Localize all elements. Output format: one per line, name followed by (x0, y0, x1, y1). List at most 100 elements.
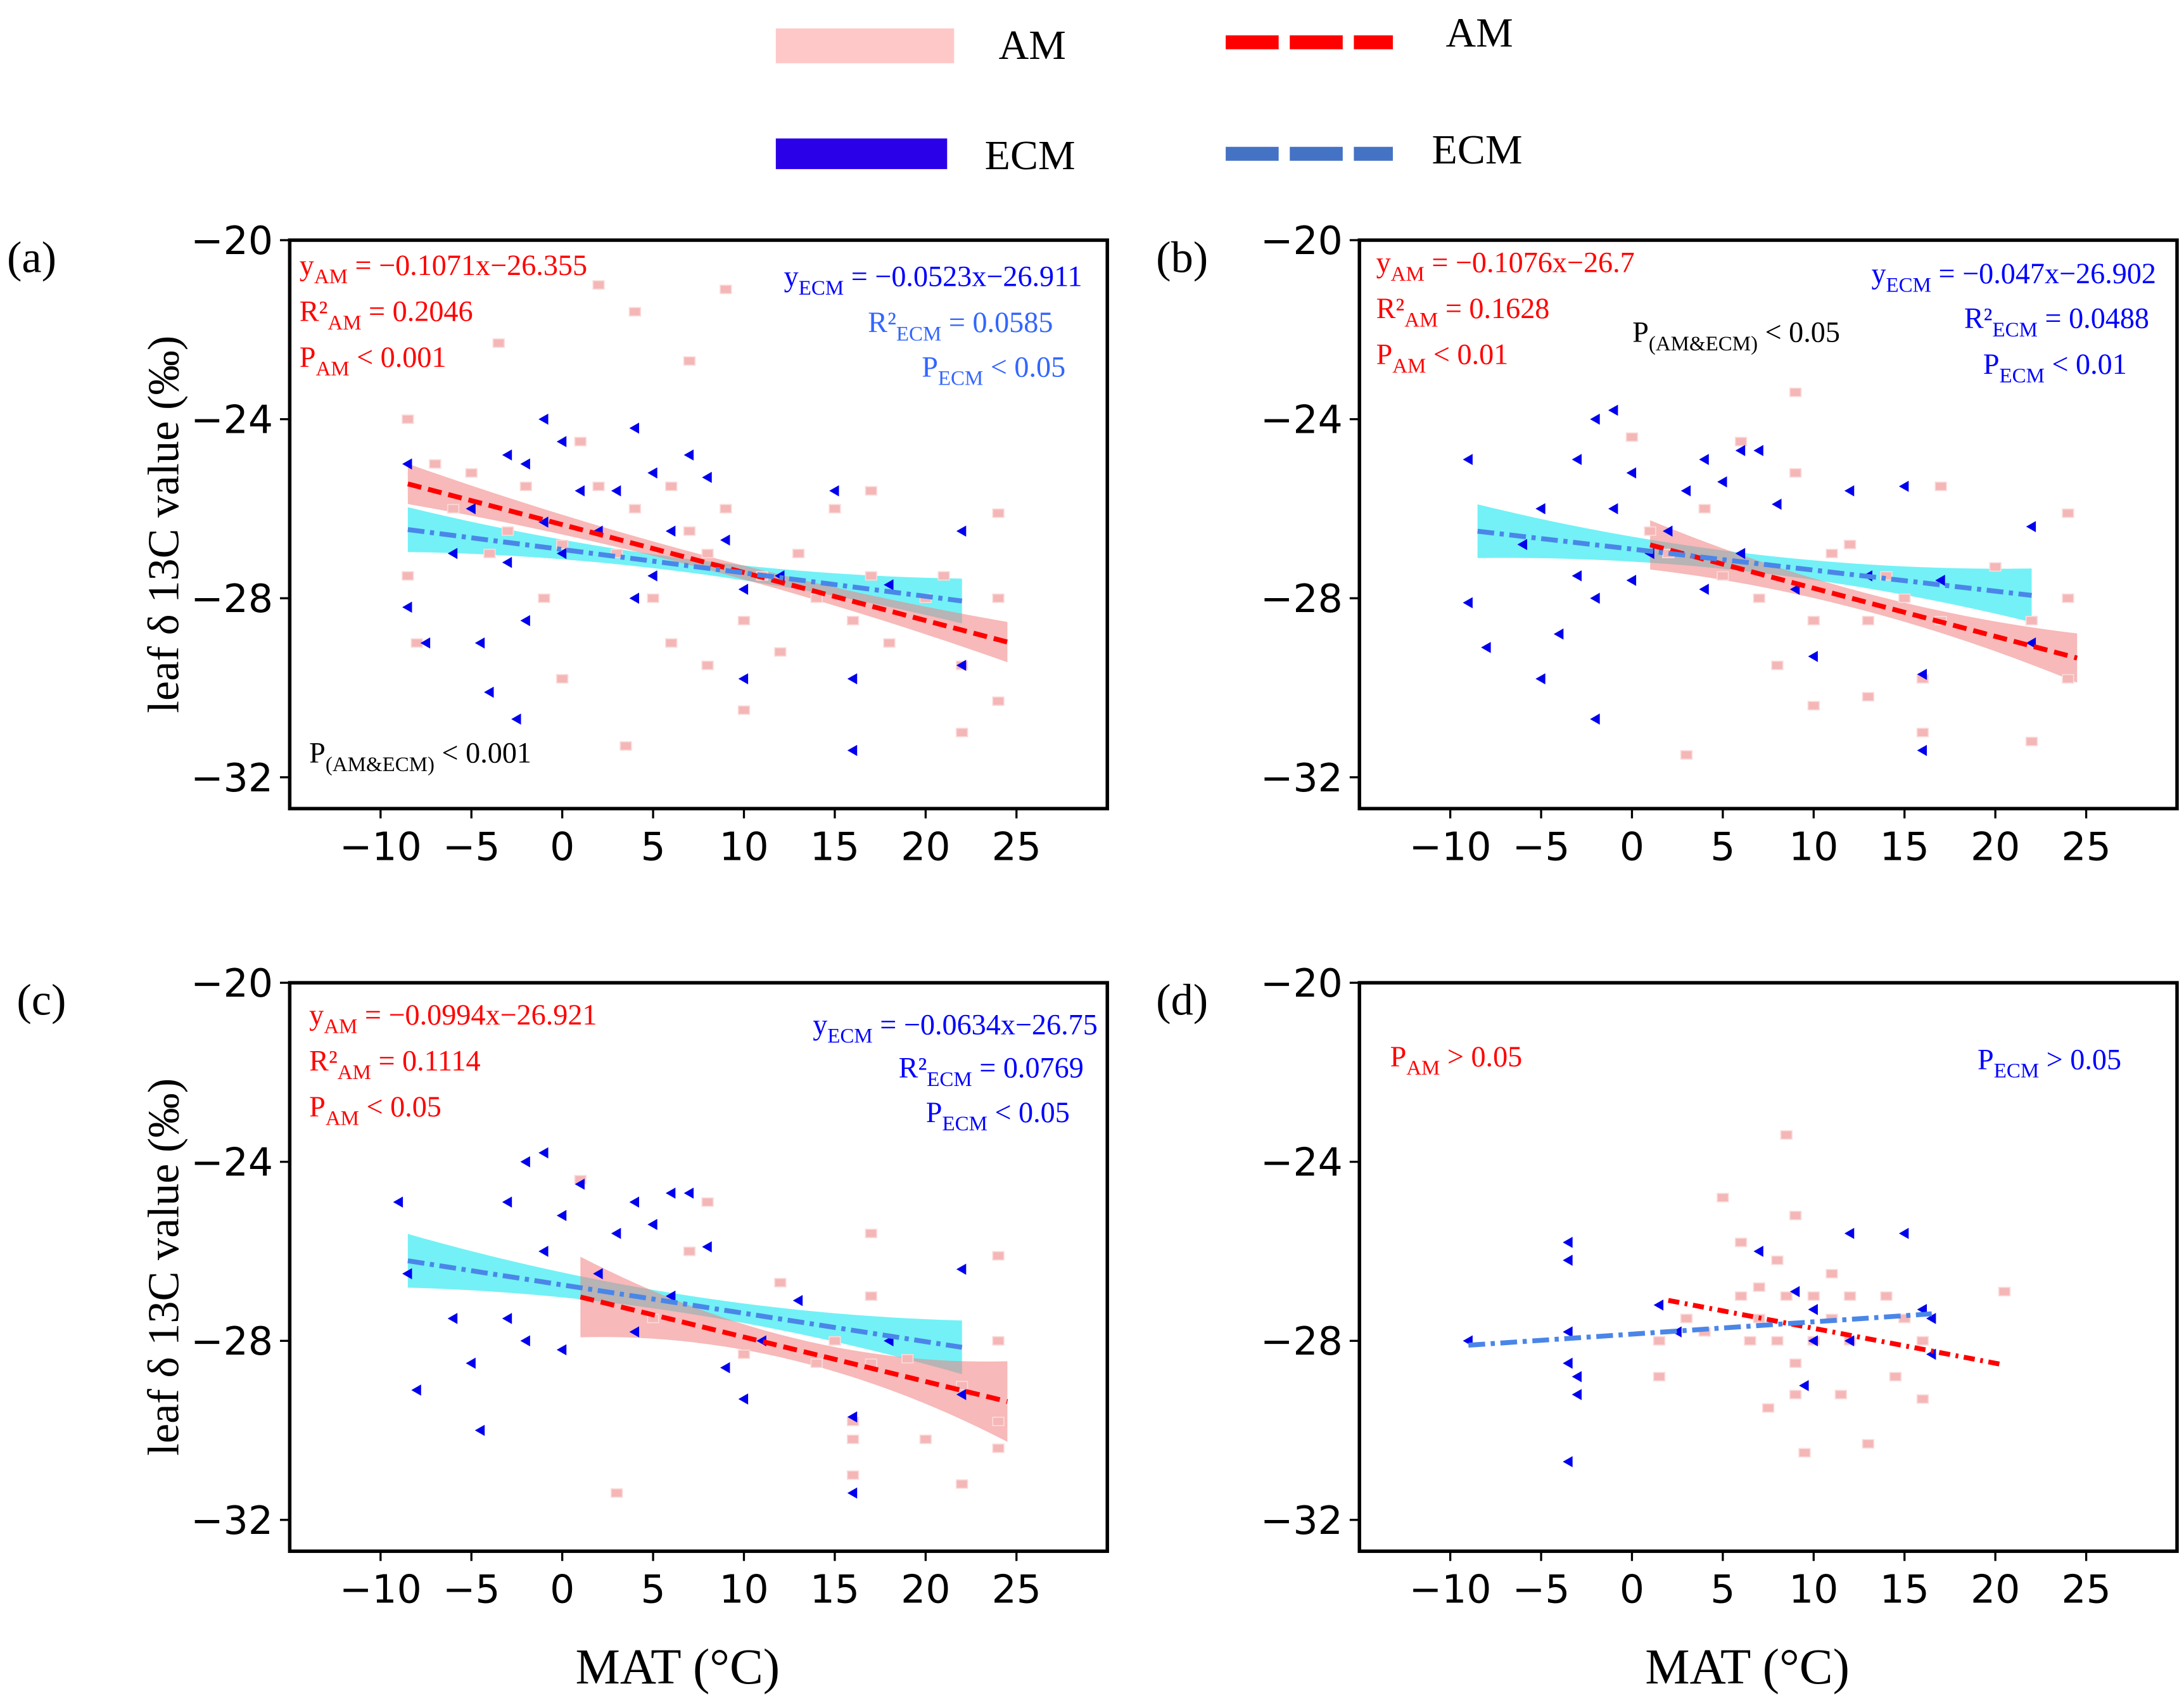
ecm-data-point (1717, 476, 1727, 488)
y-tick-label: −32 (191, 755, 273, 801)
annotation-symbol: y (300, 249, 314, 281)
annotation-value: < 0.01 (2045, 348, 2127, 380)
ecm-data-point (520, 1156, 530, 1168)
x-tick-label: 20 (1971, 824, 2020, 870)
am-data-point (1771, 1255, 1784, 1265)
annotation-p-ecm: PECM < 0.01 (1983, 348, 2127, 387)
am-data-point (992, 1336, 1005, 1346)
am-data-point (901, 1354, 914, 1363)
am-data-point (1680, 1313, 1693, 1324)
am-data-point (1916, 727, 1929, 738)
ecm-data-point (1563, 1326, 1573, 1338)
ecm-data-point (1917, 744, 1927, 757)
am-data-point (619, 741, 632, 751)
x-tick-label: 10 (1789, 824, 1838, 870)
y-tick-label: −20 (191, 961, 273, 1006)
annotation-value: = −0.047x−26.902 (1931, 257, 2156, 290)
ecm-data-point (474, 637, 485, 649)
y-tick-label: −24 (191, 1140, 273, 1185)
annotation-value: < 0.05 (359, 1090, 441, 1123)
am-data-point (402, 571, 414, 581)
ecm-data-point (1680, 485, 1691, 497)
legend-am-band-swatch (775, 28, 955, 63)
x-tick-label: 20 (901, 1567, 950, 1612)
annotation-p-amecm: P(AM&ECM) < 0.05 (1632, 316, 1840, 355)
am-data-point (1653, 1372, 1666, 1382)
x-axis-label: MAT (°C) (575, 1639, 780, 1695)
ecm-data-point (665, 1187, 676, 1199)
y-axis-label: leaf δ 13C value (‰) (139, 1078, 188, 1456)
annotation-symbol: P (1376, 338, 1393, 371)
ecm-data-point (1653, 1299, 1664, 1311)
am-data-point (1934, 482, 1947, 492)
ecm-data-point (1808, 1335, 1818, 1347)
am-data-point (1771, 660, 1784, 670)
ecm-data-point (1535, 673, 1546, 685)
x-tick-label: 20 (1971, 1567, 2020, 1612)
ecm-data-point (2026, 637, 2036, 649)
annotation-subscript: ECM (1886, 274, 1931, 297)
annotation-symbol: y (784, 260, 799, 293)
plot-frame (288, 238, 1109, 810)
am-data-point (447, 504, 460, 514)
annotation-symbol: P (1983, 348, 2000, 380)
ecm-data-point (956, 660, 967, 671)
annotation-y-am: yAM = −0.1076x−26.7 (1376, 246, 1635, 286)
am-data-point (737, 616, 751, 626)
annotation-symbol: R² (868, 306, 896, 338)
am-data-point (865, 571, 877, 581)
am-data-point (465, 468, 478, 478)
ecm-data-point (884, 579, 894, 591)
annotation-symbol: R² (1376, 292, 1405, 324)
annotation-y-am: yAM = −0.0994x−26.921 (309, 999, 597, 1038)
am-data-point (992, 696, 1005, 706)
ecm-data-point (502, 556, 512, 568)
ecm-data-point (647, 1218, 657, 1230)
annotation-r2-am: R²AM = 0.1114 (309, 1045, 480, 1084)
annotation-symbol: y (1376, 246, 1391, 279)
ecm-regression-line (407, 527, 963, 604)
am-data-point (865, 1229, 877, 1239)
am-data-point (574, 437, 587, 447)
ecm-data-point (1563, 1255, 1573, 1266)
annotation-symbol: R² (300, 295, 328, 328)
am-regression-line (1649, 542, 2078, 661)
ecm-data-point (538, 516, 549, 528)
am-data-point (792, 549, 805, 559)
ecm-data-point (1571, 454, 1582, 466)
ecm-data-point (1898, 1227, 1909, 1239)
ecm-data-point (2026, 521, 2036, 532)
am-data-point (919, 1434, 932, 1445)
annotation-p-ecm: PECM < 0.05 (926, 1096, 1070, 1135)
ecm-data-point (847, 1487, 858, 1499)
ecm-data-point (629, 1196, 639, 1208)
am-data-point (1916, 1394, 1929, 1404)
x-tick-label: 25 (992, 1567, 1041, 1612)
ecm-data-point (1789, 1286, 1800, 1298)
am-data-point (1717, 1192, 1729, 1203)
ecm-data-point (1590, 413, 1600, 425)
am-data-point (1807, 1291, 1820, 1301)
annotation-value: = 0.1114 (371, 1045, 481, 1077)
ecm-data-point (1571, 1370, 1582, 1383)
annotation-value: = 0.0769 (972, 1052, 1084, 1084)
am-data-point (1898, 593, 1911, 603)
ecm-data-point (502, 449, 512, 461)
panel-label: (d) (1156, 976, 1208, 1025)
ecm-data-point (538, 1246, 549, 1257)
am-data-point (647, 593, 659, 603)
am-data-point (1625, 432, 1639, 442)
am-data-point (556, 674, 569, 684)
am-data-point (1825, 1268, 1838, 1279)
am-data-point (2025, 616, 2038, 626)
ecm-data-point (1808, 651, 1818, 662)
annotation-value: < 0.05 (983, 351, 1065, 383)
legend-ecm-band-swatch (775, 138, 948, 169)
annotation-symbol: R² (1964, 302, 1993, 335)
am-data-point (883, 638, 896, 648)
annotation-subscript: ECM (827, 1025, 872, 1048)
x-tick-label: 15 (810, 824, 860, 870)
ecm-data-point (1735, 445, 1746, 456)
annotation-subscript: ECM (927, 1068, 972, 1091)
